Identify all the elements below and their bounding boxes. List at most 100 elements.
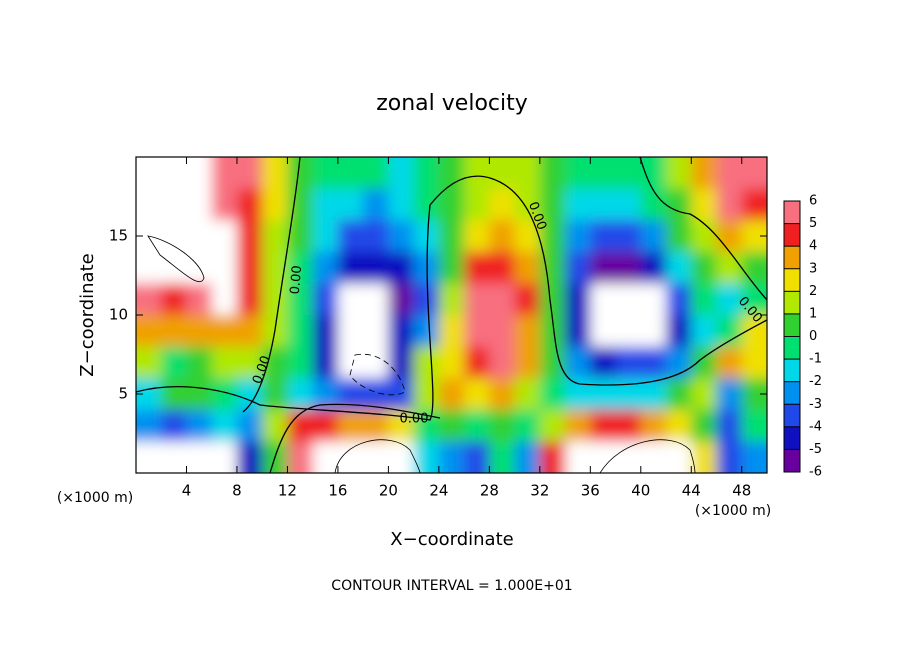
colorbar-tick-label: 0 — [809, 329, 817, 344]
field-cell — [666, 157, 692, 190]
colorbar-tick-label: -2 — [809, 374, 822, 389]
field-cell — [590, 378, 617, 411]
field-cell — [136, 157, 162, 190]
field-cell — [565, 409, 591, 442]
field-cell — [438, 441, 465, 473]
field-cell — [489, 251, 516, 284]
field-cell — [262, 220, 288, 253]
field-cell — [136, 251, 162, 284]
field-cell — [236, 441, 263, 473]
field-cell — [388, 188, 415, 221]
field-cell — [236, 188, 263, 221]
field-cell — [363, 188, 389, 221]
field-cell — [741, 441, 767, 473]
contour-line — [136, 175, 767, 421]
field-cell — [666, 251, 692, 284]
field-cell — [262, 157, 288, 190]
field-cell — [514, 220, 541, 253]
colorbar-tick-label: -4 — [809, 419, 822, 434]
field-cell — [136, 283, 162, 316]
field-cell — [565, 315, 591, 348]
field-cell — [741, 346, 767, 379]
field-cell — [186, 315, 213, 348]
field-cell — [236, 220, 263, 253]
field-cell — [666, 441, 692, 473]
field-cell — [666, 220, 692, 253]
field-cell — [211, 346, 238, 379]
field-cell — [489, 283, 516, 316]
field-cell — [464, 315, 490, 348]
colorbar-swatch — [784, 246, 800, 269]
field-cell — [136, 188, 162, 221]
field-cell — [287, 409, 314, 442]
field-cell — [388, 220, 415, 253]
field-cell — [363, 346, 389, 379]
field-cell — [666, 283, 692, 316]
field-cell — [565, 188, 591, 221]
field-cell — [464, 220, 490, 253]
field-cell — [691, 220, 718, 253]
field-cell — [539, 441, 566, 473]
field-cell — [640, 283, 667, 316]
field-cell — [363, 441, 389, 473]
field-cell — [666, 315, 692, 348]
field-cell — [388, 157, 415, 190]
x-tick-label: 8 — [232, 482, 242, 500]
field-cell — [514, 378, 541, 411]
field-cell — [363, 283, 389, 316]
field-cell — [438, 157, 465, 190]
field-cell — [590, 157, 617, 190]
field-cell — [464, 283, 490, 316]
field-cell — [489, 220, 516, 253]
x-tick-label: 24 — [429, 482, 448, 500]
field-cell — [363, 378, 389, 411]
field-cell — [590, 409, 617, 442]
x-tick-label: 28 — [480, 482, 499, 500]
field-cell — [615, 251, 642, 284]
field-cell — [186, 283, 213, 316]
field-cell — [691, 441, 718, 473]
field-cell — [186, 441, 213, 473]
field-cell — [691, 409, 718, 442]
contour-line — [242, 157, 301, 413]
field-cell — [438, 346, 465, 379]
field-cell — [211, 188, 238, 221]
field-cell — [514, 346, 541, 379]
field-cell — [337, 346, 364, 379]
x-tick-label: 40 — [631, 482, 650, 500]
field-cell — [640, 251, 667, 284]
colorbar-tick-label: 3 — [809, 261, 817, 276]
field-cell — [565, 220, 591, 253]
field-cell — [211, 220, 238, 253]
field-cell — [464, 251, 490, 284]
x-tick-label: 12 — [278, 482, 297, 500]
field-cell — [337, 157, 364, 190]
field-cells — [136, 157, 767, 473]
field-cell — [136, 346, 162, 379]
field-cell — [262, 251, 288, 284]
colorbar-tick-label: -5 — [809, 442, 822, 457]
field-cell — [413, 378, 440, 411]
field-cell — [262, 346, 288, 379]
field-cell — [413, 157, 440, 190]
colorbar-swatch — [784, 313, 800, 337]
field-cell — [438, 409, 465, 442]
field — [136, 157, 767, 473]
field-cell — [312, 188, 339, 221]
colorbar-swatch — [784, 449, 800, 472]
field-cell — [438, 378, 465, 411]
field-cell — [388, 346, 415, 379]
field-cell — [388, 315, 415, 348]
field-cell — [161, 378, 187, 411]
field-cell — [716, 157, 743, 190]
colorbar-tick-label: -3 — [809, 397, 822, 412]
field-cell — [186, 409, 213, 442]
field-cell — [590, 188, 617, 221]
field-cell — [615, 409, 642, 442]
chart-title: zonal velocity — [376, 91, 528, 116]
field-cell — [136, 409, 162, 442]
field-cell — [464, 409, 490, 442]
field-cell — [640, 220, 667, 253]
field-cell — [388, 251, 415, 284]
